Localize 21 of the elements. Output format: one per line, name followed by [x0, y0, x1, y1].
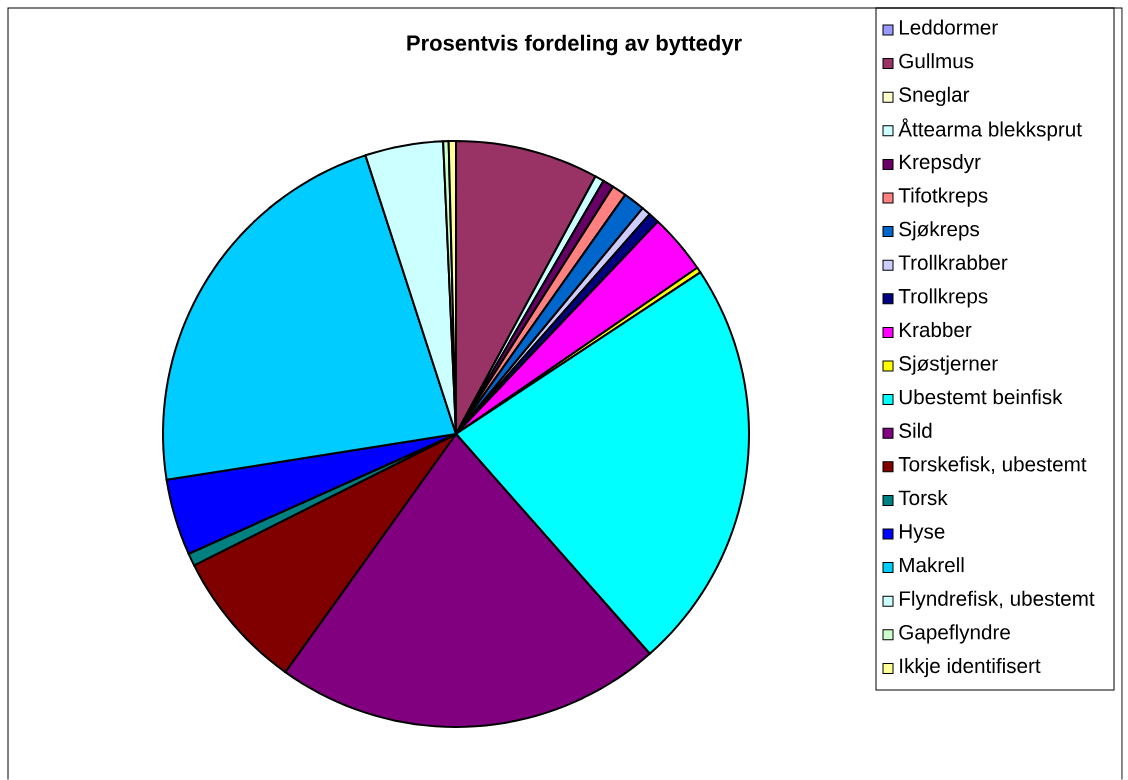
legend-label: Sild — [899, 422, 932, 438]
legend-label: Torsk — [898, 489, 948, 506]
text: Prosentvis fordeling av byttedyr — [407, 34, 742, 56]
legend-label: Trollkreps — [898, 288, 988, 308]
legend-label: Tifotkreps — [898, 187, 988, 207]
legend-label: Gullmus — [899, 53, 974, 69]
legend-label: Torskefisk, ubestemt — [898, 456, 1087, 474]
legend-label: Krepsdyr — [899, 153, 981, 174]
legend-label: Sneglar — [899, 86, 970, 106]
legend-label: Åttearma blekksprut — [898, 118, 1082, 141]
legend-label: Sjøkreps — [899, 221, 980, 241]
legend-label: Flyndrefisk, ubestemt — [899, 590, 1095, 610]
legend-label: Krabber — [899, 321, 972, 338]
legend-label: Ubestemt beinfisk — [899, 389, 1063, 405]
legend-label: Sjøstjerner — [899, 355, 998, 375]
legend-label: Ikkje identifisert — [900, 657, 1041, 678]
legend-label: Makrell — [899, 557, 964, 573]
legend-label: Hyse — [899, 524, 945, 543]
legend-label: Trollkrabber — [898, 254, 1008, 270]
legend-label: Leddormer — [899, 19, 998, 35]
legend-label: Gapeflyndre — [899, 624, 1010, 644]
